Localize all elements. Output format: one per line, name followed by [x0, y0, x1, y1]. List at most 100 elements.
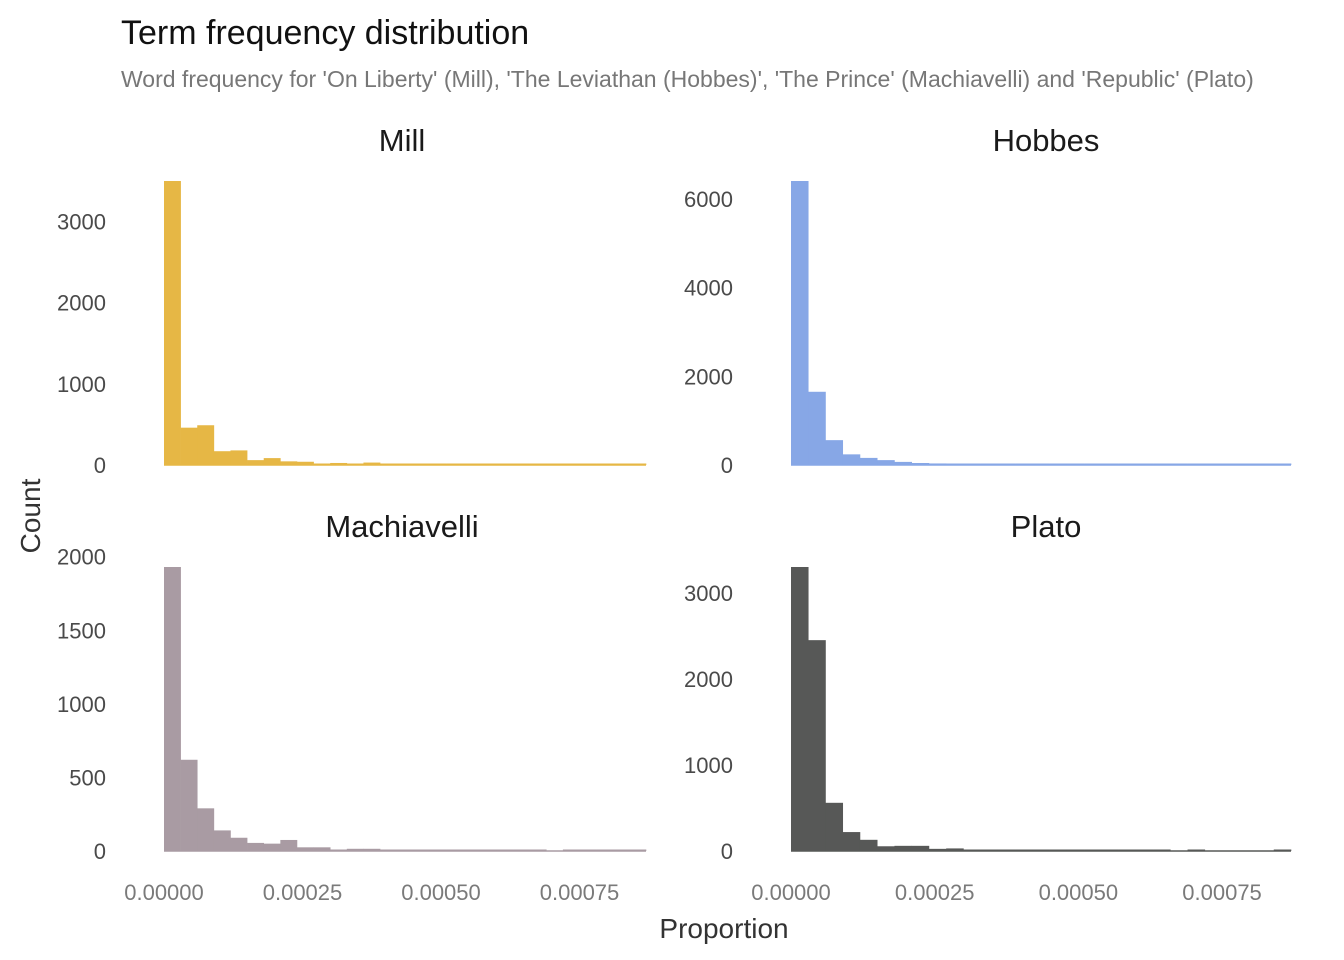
facet-label-mill: Mill [379, 123, 426, 158]
bar-mill-8 [296, 461, 314, 465]
bar-hobbes-14 [1032, 463, 1050, 465]
bar-plato-11 [980, 849, 999, 851]
bar-machiavelli-8 [296, 847, 314, 851]
bar-machiavelli-28 [629, 849, 647, 851]
bar-machiavelli-13 [380, 849, 397, 851]
y-axis-ticks-mill: 0 1000 2000 3000 [57, 210, 106, 478]
bar-machiavelli-27 [612, 849, 630, 851]
bar-machiavelli-19 [479, 849, 497, 851]
bar-machiavelli-24 [562, 849, 580, 851]
bar-hobbes-10 [963, 463, 981, 465]
bar-machiavelli-21 [513, 849, 530, 851]
y-tick-label-machiavelli-3: 1500 [57, 618, 106, 643]
bar-mill-21 [513, 463, 530, 465]
bar-hobbes-12 [997, 463, 1016, 465]
x-tick-label-machiavelli-1: 0.00025 [263, 880, 343, 905]
x-tick-label-plato-0: 0.00000 [751, 880, 831, 905]
bar-mill-14 [396, 463, 414, 465]
bar-hobbes-5 [877, 460, 895, 465]
bar-machiavelli-0 [164, 567, 181, 851]
bar-mill-11 [346, 463, 364, 465]
histogram-bars-mill [164, 181, 647, 466]
bar-mill-10 [330, 462, 348, 465]
y-tick-label-plato-1: 1000 [684, 753, 733, 778]
y-tick-label-hobbes-2: 4000 [684, 276, 733, 301]
bar-hobbes-11 [980, 463, 999, 465]
bar-plato-5 [877, 846, 895, 851]
bar-plato-20 [1135, 849, 1154, 851]
bar-hobbes-27 [1256, 463, 1275, 465]
chart-subtitle: Word frequency for 'On Liberty' (Mill), … [121, 66, 1254, 92]
facet-label-plato: Plato [1011, 509, 1082, 544]
bar-machiavelli-25 [579, 849, 597, 851]
x-tick-label-machiavelli-2: 0.00050 [401, 880, 481, 905]
bar-machiavelli-16 [429, 849, 447, 851]
facet-panel-mill: Mill 0 1000 2000 3000 [57, 123, 647, 478]
bar-mill-20 [496, 463, 514, 465]
bar-mill-2 [197, 425, 215, 465]
bar-hobbes-22 [1170, 463, 1188, 465]
bar-plato-0 [791, 567, 809, 851]
bar-hobbes-21 [1153, 463, 1171, 465]
bar-machiavelli-12 [363, 848, 381, 851]
bar-hobbes-6 [894, 461, 912, 465]
bar-hobbes-23 [1187, 463, 1206, 465]
bar-hobbes-4 [859, 457, 878, 465]
bar-mill-3 [213, 451, 231, 465]
bar-plato-3 [842, 832, 861, 851]
bar-machiavelli-14 [396, 849, 414, 851]
x-axis-ticks-machiavelli: 0.00000 0.00025 0.00050 0.00075 [124, 880, 619, 905]
bar-hobbes-2 [825, 440, 844, 465]
bar-hobbes-7 [911, 463, 930, 465]
bar-machiavelli-15 [413, 849, 431, 851]
bar-plato-1 [808, 640, 826, 851]
bar-hobbes-19 [1118, 463, 1137, 465]
bar-plato-10 [963, 849, 981, 851]
bar-plato-16 [1066, 849, 1085, 851]
bar-mill-6 [263, 458, 281, 465]
y-tick-label-hobbes-0: 0 [721, 453, 733, 478]
bar-plato-28 [1273, 849, 1292, 851]
bar-mill-17 [446, 463, 464, 465]
bar-machiavelli-1 [180, 759, 198, 851]
bar-plato-17 [1084, 849, 1102, 851]
bar-hobbes-24 [1204, 463, 1223, 465]
bar-hobbes-1 [808, 391, 826, 465]
bar-mill-0 [164, 181, 181, 465]
bar-machiavelli-26 [596, 849, 614, 851]
bar-mill-27 [612, 463, 630, 465]
bar-hobbes-3 [842, 454, 861, 465]
bar-mill-1 [180, 427, 198, 465]
bar-plato-4 [859, 839, 878, 851]
y-tick-label-mill-2: 2000 [57, 291, 106, 316]
bar-hobbes-26 [1239, 463, 1257, 465]
bar-mill-24 [562, 463, 580, 465]
x-axis-title: Proportion [659, 913, 788, 944]
bar-mill-13 [380, 463, 397, 465]
y-tick-label-machiavelli-2: 1000 [57, 692, 106, 717]
bar-hobbes-15 [1049, 463, 1068, 465]
bar-plato-23 [1187, 849, 1206, 851]
bar-machiavelli-22 [529, 849, 547, 851]
y-tick-label-mill-1: 1000 [57, 372, 106, 397]
bar-hobbes-16 [1066, 463, 1085, 465]
bar-machiavelli-17 [446, 849, 464, 851]
y-tick-label-machiavelli-4: 2000 [57, 545, 106, 570]
bar-hobbes-25 [1222, 463, 1240, 465]
bar-hobbes-18 [1101, 463, 1119, 465]
y-tick-label-plato-3: 3000 [684, 581, 733, 606]
bar-plato-21 [1153, 849, 1171, 851]
bar-mill-4 [230, 450, 248, 465]
facet-label-machiavelli: Machiavelli [325, 509, 478, 544]
bar-hobbes-0 [791, 181, 809, 465]
bar-hobbes-8 [928, 463, 947, 465]
bar-machiavelli-18 [463, 849, 481, 851]
y-axis-ticks-hobbes: 0 2000 4000 6000 [684, 187, 733, 478]
histogram-bars-hobbes [791, 181, 1292, 466]
bar-hobbes-9 [946, 463, 964, 465]
bar-machiavelli-3 [213, 830, 231, 851]
bar-plato-19 [1118, 849, 1137, 851]
bar-mill-22 [529, 463, 547, 465]
